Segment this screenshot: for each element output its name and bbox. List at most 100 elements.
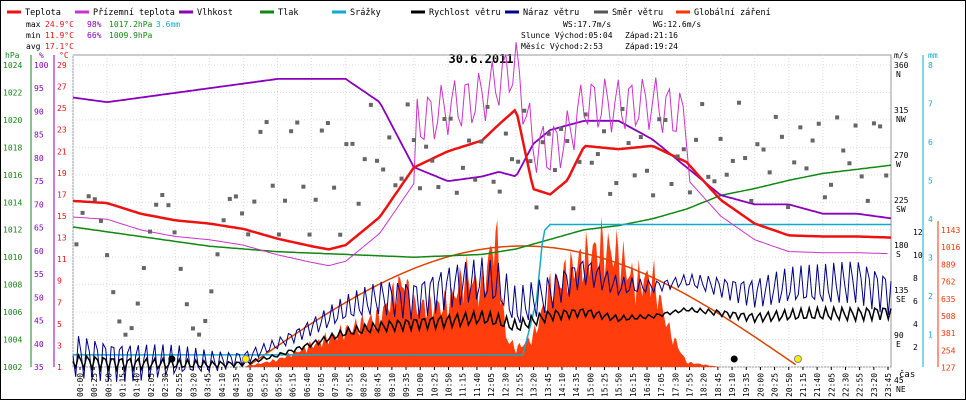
x-tick-label: 04:35: [232, 373, 241, 397]
wind-direction-point: [847, 161, 852, 166]
pressure-tick: 1016: [3, 171, 22, 180]
wind-direction-point: [589, 160, 594, 165]
wind-direction-point: [141, 266, 146, 271]
x-tick-label: 12:55: [515, 373, 524, 397]
x-tick-label: 05:25: [260, 373, 269, 397]
wind-direction-point: [129, 326, 134, 331]
wind-direction-point: [871, 121, 876, 126]
pressure-tick: 1018: [3, 143, 22, 152]
series-temperature: [72, 108, 892, 251]
temperature-tick: 3: [57, 341, 62, 350]
x-tick-label: 10:25: [430, 373, 439, 397]
wind-dir-tick-label: W: [896, 160, 901, 169]
wind-direction-point: [743, 156, 748, 161]
wind-direction-point: [160, 193, 165, 198]
wind-direction-point: [853, 123, 858, 128]
sun-rise-marker: [241, 355, 250, 363]
temperature-tick: 21: [57, 147, 67, 156]
stat-min-temp: 11.9°C: [45, 31, 74, 40]
x-tick-label: 08:20: [360, 373, 369, 397]
wind-direction-point: [117, 319, 122, 324]
wind-direction-point: [184, 302, 189, 307]
stat-avg-label: avg: [26, 42, 41, 51]
x-tick-label: 01:40: [133, 373, 142, 397]
series-radiation-theoretical: [246, 245, 797, 368]
x-tick-label: 00:50: [104, 373, 113, 397]
rain-tick: 6: [928, 138, 933, 147]
temperature-tick: 11: [57, 255, 67, 264]
x-tick-label: 06:15: [289, 373, 298, 397]
wind-direction-point: [724, 172, 729, 177]
wind-direction-point: [282, 198, 287, 203]
wind-direction-point: [467, 138, 472, 143]
humidity-tick: 50: [34, 293, 44, 302]
radiation-tick: 127: [941, 364, 956, 373]
stat-min-hum: 66%: [87, 31, 102, 40]
wind-direction-point: [779, 134, 784, 139]
wind-speed-tick: 2: [913, 343, 918, 352]
x-tick-label: 09:10: [388, 373, 397, 397]
x-tick-label: 21:15: [799, 373, 808, 397]
radiation-tick: 1016: [941, 243, 960, 252]
wind-direction-point: [552, 168, 557, 173]
humidity-tick: 60: [34, 247, 44, 256]
wind-direction-point: [516, 159, 521, 164]
x-tick-label: 02:55: [175, 373, 184, 397]
wind-direction-point: [657, 117, 662, 122]
pressure-axis-unit: hPa: [5, 51, 20, 60]
plot-area: [72, 42, 892, 382]
wind-direction-point: [252, 199, 257, 204]
x-tick-label: 08:45: [374, 373, 383, 397]
wind-direction-point: [608, 191, 613, 196]
legend-label: Náraz větru: [523, 8, 579, 18]
x-axis-label: čas: [899, 369, 915, 380]
wind-direction-point: [215, 252, 220, 257]
wind-speed-tick: 10: [913, 251, 923, 260]
wind-direction-point: [675, 154, 680, 159]
pressure-tick: 1024: [3, 61, 22, 70]
stat-max-hum: 98%: [87, 20, 102, 29]
wind-dir-tick-label: E: [896, 340, 901, 349]
wind-direction-point: [92, 197, 97, 202]
wind-direction-point: [362, 157, 367, 162]
x-tick-label: 22:05: [827, 373, 836, 397]
series-pressure: [72, 164, 892, 258]
temperature-tick: 1: [57, 363, 62, 372]
wind-direction-point: [313, 197, 318, 202]
moon-set: Západ:19:24: [625, 42, 678, 51]
wind-direction-point: [540, 140, 545, 145]
humidity-tick: 70: [34, 200, 44, 209]
wind-dir-tick: 360: [894, 61, 909, 70]
x-tick-label: 18:45: [714, 373, 723, 397]
legend-label: Přízemní teplota: [93, 8, 175, 18]
x-tick-label: 18:20: [700, 373, 709, 397]
pressure-tick: 1002: [3, 363, 22, 372]
wind-direction-point: [773, 114, 778, 119]
wind-direction-point: [865, 198, 870, 203]
wind-direction-point: [509, 157, 514, 162]
humidity-tick: 35: [34, 363, 44, 372]
series-ground-temperature: [72, 42, 888, 267]
wind-direction-point: [289, 129, 294, 134]
temperature-tick: 27: [57, 83, 67, 92]
wind-direction-point: [424, 144, 429, 149]
wind-direction-point: [154, 202, 159, 207]
x-tick-label: 09:35: [402, 373, 411, 397]
wind-direction-point: [497, 189, 502, 194]
x-tick-label: 23:20: [870, 373, 879, 397]
wind-direction-point: [460, 165, 465, 170]
wind-direction-point: [559, 126, 564, 131]
x-tick-label: 14:10: [558, 373, 567, 397]
moon-rise-marker: [168, 355, 176, 363]
x-tick-label: 19:10: [728, 373, 737, 397]
sun-rise: Slunce Východ:05:04: [521, 31, 613, 40]
x-tick-label: 03:20: [189, 373, 198, 397]
wind-direction-point: [338, 232, 343, 237]
wind-direction-point: [503, 131, 508, 136]
wind-dir-tick-label: SW: [896, 205, 906, 214]
rain-tick: 7: [928, 100, 933, 109]
wind-direction-point: [436, 185, 441, 190]
x-tick-label: 16:40: [643, 373, 652, 397]
x-tick-label: 05:50: [274, 373, 283, 397]
x-tick-label: 02:05: [147, 373, 156, 397]
